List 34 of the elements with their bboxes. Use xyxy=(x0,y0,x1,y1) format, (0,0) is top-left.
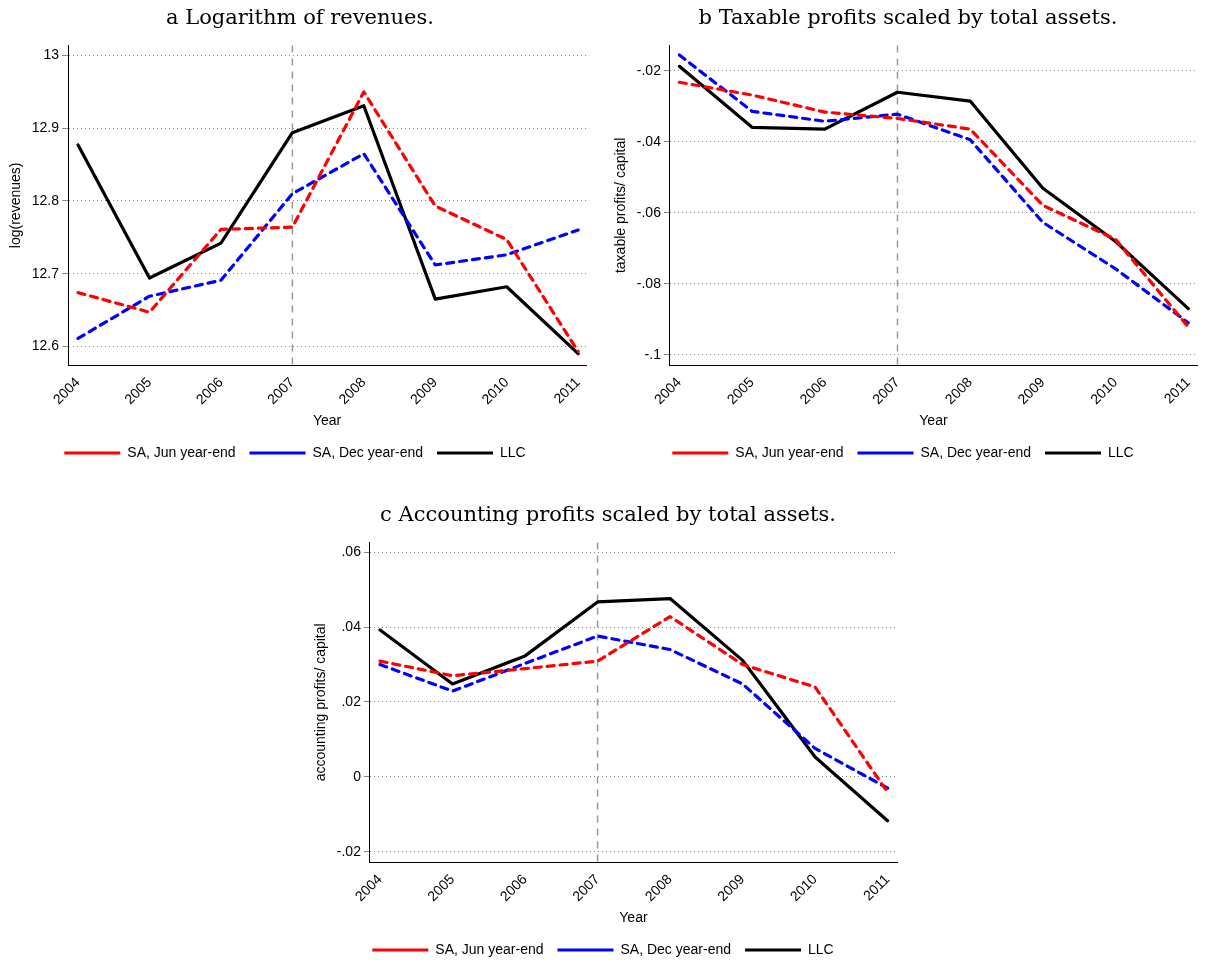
chart-title: c Accounting profits scaled by total assets. xyxy=(379,501,837,528)
legend-label: SA, Jun year-end xyxy=(435,940,544,957)
legend-label: SA, Jun year-end xyxy=(127,443,236,460)
x-axis-title: Year xyxy=(312,412,342,429)
x-axis-title: Year xyxy=(619,909,648,926)
y-tick-label: -.08 xyxy=(636,274,662,291)
y-tick-label: .04 xyxy=(341,617,362,634)
y-tick-label: 13 xyxy=(43,46,60,63)
y-tick-label: -.04 xyxy=(636,132,662,149)
y-axis-title: accounting profits/ capital xyxy=(312,623,329,782)
y-tick-label: -.02 xyxy=(336,842,362,859)
legend-label: SA, Dec year-end xyxy=(920,443,1031,460)
y-axis-title: log(revenues) xyxy=(7,162,24,249)
y-tick-label: -.02 xyxy=(636,61,662,78)
y-tick-label: 0 xyxy=(353,767,362,784)
legend-label: SA, Dec year-end xyxy=(312,443,423,460)
legend-label: SA, Jun year-end xyxy=(735,443,844,460)
y-tick-label: 12.6 xyxy=(31,337,60,354)
y-tick-label: -.1 xyxy=(644,345,662,362)
y-tick-label: 12.8 xyxy=(31,191,60,208)
legend-label: LLC xyxy=(807,940,834,957)
legend-label: SA, Dec year-end xyxy=(620,940,731,957)
y-tick-label: 12.9 xyxy=(31,119,60,136)
chart-title: a Logarithm of revenues. xyxy=(165,4,435,31)
legend-label: LLC xyxy=(499,443,526,460)
x-axis-title: Year xyxy=(919,412,948,429)
y-tick-label: 12.7 xyxy=(31,264,60,281)
y-tick-label: .02 xyxy=(341,692,362,709)
y-axis-title: taxable profits/ capital xyxy=(612,137,629,274)
legend-label: LLC xyxy=(1107,443,1134,460)
chart-title: b Taxable profits scaled by total assets. xyxy=(697,4,1119,31)
y-tick-label: -.06 xyxy=(636,203,662,220)
line-series xyxy=(76,152,580,340)
y-tick-label: .06 xyxy=(341,543,362,559)
